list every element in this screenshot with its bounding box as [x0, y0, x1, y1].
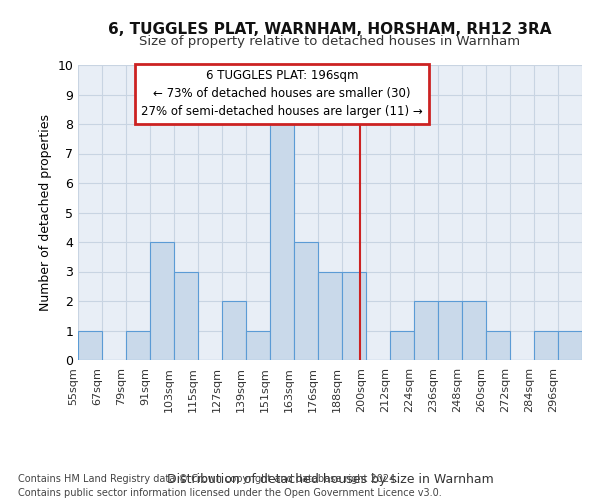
Bar — [223, 301, 246, 360]
Text: 272sqm: 272sqm — [500, 368, 510, 412]
Bar — [342, 272, 366, 360]
Bar — [463, 301, 486, 360]
Bar — [295, 242, 318, 360]
Bar — [415, 301, 438, 360]
Bar — [534, 330, 558, 360]
Text: 236sqm: 236sqm — [428, 368, 438, 412]
Text: Size of property relative to detached houses in Warnham: Size of property relative to detached ho… — [139, 35, 521, 48]
Text: 176sqm: 176sqm — [308, 368, 318, 412]
Bar — [319, 272, 342, 360]
Text: 67sqm: 67sqm — [92, 368, 102, 405]
Text: 200sqm: 200sqm — [356, 368, 366, 412]
Text: 79sqm: 79sqm — [116, 368, 126, 406]
Text: 163sqm: 163sqm — [284, 368, 294, 412]
Text: 55sqm: 55sqm — [68, 368, 78, 405]
Text: 224sqm: 224sqm — [404, 368, 414, 412]
Text: 6, TUGGLES PLAT, WARNHAM, HORSHAM, RH12 3RA: 6, TUGGLES PLAT, WARNHAM, HORSHAM, RH12 … — [108, 22, 552, 38]
Bar — [391, 330, 414, 360]
Text: 6 TUGGLES PLAT: 196sqm
← 73% of detached houses are smaller (30)
27% of semi-det: 6 TUGGLES PLAT: 196sqm ← 73% of detached… — [141, 70, 423, 118]
Text: Distribution of detached houses by size in Warnham: Distribution of detached houses by size … — [167, 472, 493, 486]
Bar — [127, 330, 150, 360]
Text: Contains HM Land Registry data © Crown copyright and database right 2024.
Contai: Contains HM Land Registry data © Crown c… — [18, 474, 442, 498]
Y-axis label: Number of detached properties: Number of detached properties — [39, 114, 52, 311]
Bar — [438, 301, 462, 360]
Text: 139sqm: 139sqm — [236, 368, 246, 412]
Bar — [558, 330, 581, 360]
Text: 248sqm: 248sqm — [452, 368, 462, 412]
Text: 91sqm: 91sqm — [140, 368, 150, 405]
Text: 115sqm: 115sqm — [188, 368, 198, 412]
Text: 188sqm: 188sqm — [332, 368, 342, 412]
Bar — [78, 330, 101, 360]
Bar — [151, 242, 174, 360]
Text: 212sqm: 212sqm — [380, 368, 390, 412]
Text: 103sqm: 103sqm — [164, 368, 174, 412]
Bar — [271, 124, 294, 360]
Bar — [247, 330, 270, 360]
Text: 284sqm: 284sqm — [524, 368, 534, 412]
Text: 127sqm: 127sqm — [212, 368, 222, 412]
Text: 260sqm: 260sqm — [476, 368, 486, 412]
Text: 151sqm: 151sqm — [260, 368, 270, 412]
Bar — [486, 330, 509, 360]
Text: 296sqm: 296sqm — [548, 368, 558, 412]
Bar — [175, 272, 198, 360]
